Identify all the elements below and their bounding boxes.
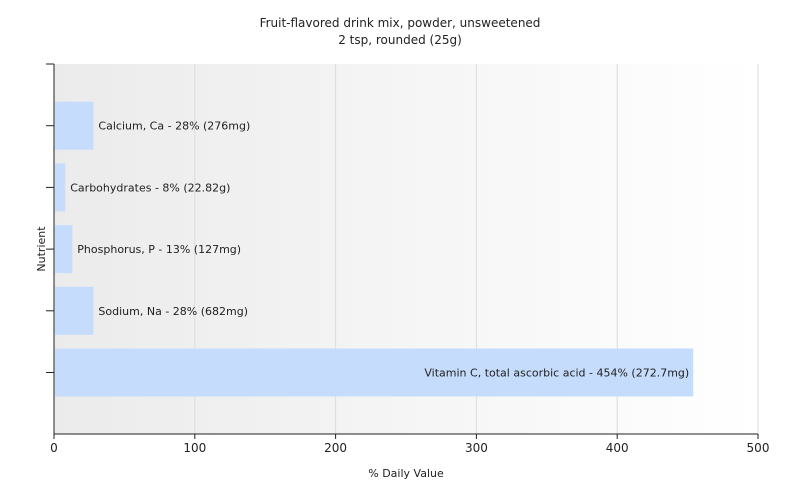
x-tick-label: 300 [465, 441, 488, 455]
bar-data-label: Calcium, Ca - 28% (276mg) [98, 120, 250, 133]
x-tick-label: 400 [606, 441, 629, 455]
bar [55, 348, 694, 397]
bar [55, 225, 73, 274]
x-tick-label: 200 [324, 441, 347, 455]
bar [55, 101, 94, 150]
bar [55, 163, 66, 212]
data-labels: Calcium, Ca - 28% (276mg) Carbohydrates -… [70, 120, 689, 380]
bar-data-label: Sodium, Na - 28% (682mg) [98, 305, 248, 318]
bar-data-label: Carbohydrates - 8% (22.82g) [70, 181, 230, 194]
bar [55, 286, 94, 335]
x-tick-label: 100 [183, 441, 206, 455]
x-tick-label: 500 [747, 441, 770, 455]
x-axis-label: % Daily Value [368, 467, 444, 480]
bar-data-label: Vitamin C, total ascorbic acid - 454% (2… [424, 367, 689, 380]
chart-subtitle: 2 tsp, rounded (25g) [338, 33, 462, 47]
axes: 0 100 200 300 400 500 [46, 63, 770, 455]
bars [55, 101, 694, 397]
chart-title: Fruit-flavored drink mix, powder, unswee… [260, 16, 541, 30]
bar-data-label: Phosphorus, P - 13% (127mg) [77, 243, 241, 256]
y-axis-label: Nutrient [35, 226, 48, 272]
x-tick-label: 0 [50, 441, 58, 455]
